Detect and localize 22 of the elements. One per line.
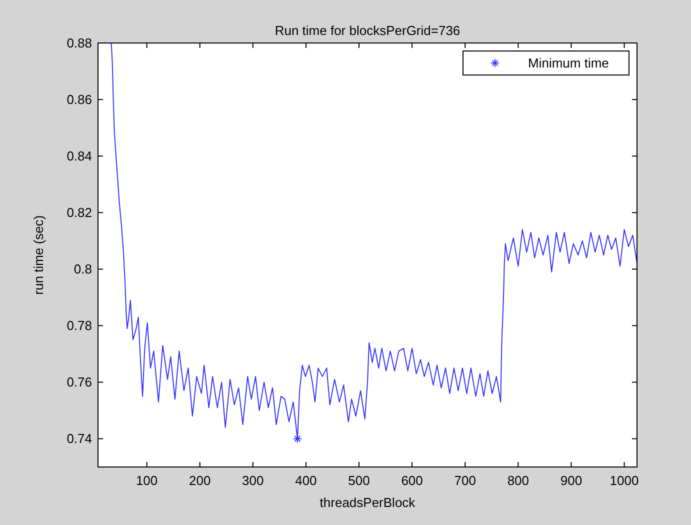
- y-tick-label: 0.82: [66, 205, 92, 220]
- x-tick-label: 400: [295, 473, 317, 488]
- y-tick-label: 0.88: [66, 36, 92, 50]
- x-tick-label: 700: [454, 473, 476, 488]
- x-tick-label: 100: [136, 473, 158, 488]
- chart-title: Run time for blocksPerGrid=736: [274, 23, 460, 38]
- x-tick-label: 1000: [610, 473, 639, 488]
- y-tick-label: 0.86: [66, 92, 92, 108]
- x-tick-label: 200: [189, 473, 211, 488]
- x-tick-label: 300: [242, 473, 264, 488]
- y-axis-title: run time (sec): [31, 215, 46, 295]
- y-tick-label: 0.76: [66, 374, 92, 390]
- x-axis-title: threadsPerBlock: [320, 495, 416, 510]
- y-tick-label: 0.78: [66, 318, 92, 334]
- legend-label: Minimum time: [528, 56, 609, 70]
- x-tick-label: 900: [560, 473, 582, 488]
- x-tick-label: 500: [348, 473, 370, 488]
- y-tick-label: 0.8: [74, 262, 92, 277]
- y-tick-label: 0.84: [66, 148, 92, 164]
- x-tick-label: 600: [401, 473, 423, 488]
- y-tick-label: 0.74: [66, 431, 92, 446]
- x-tick-label: 800: [507, 473, 530, 488]
